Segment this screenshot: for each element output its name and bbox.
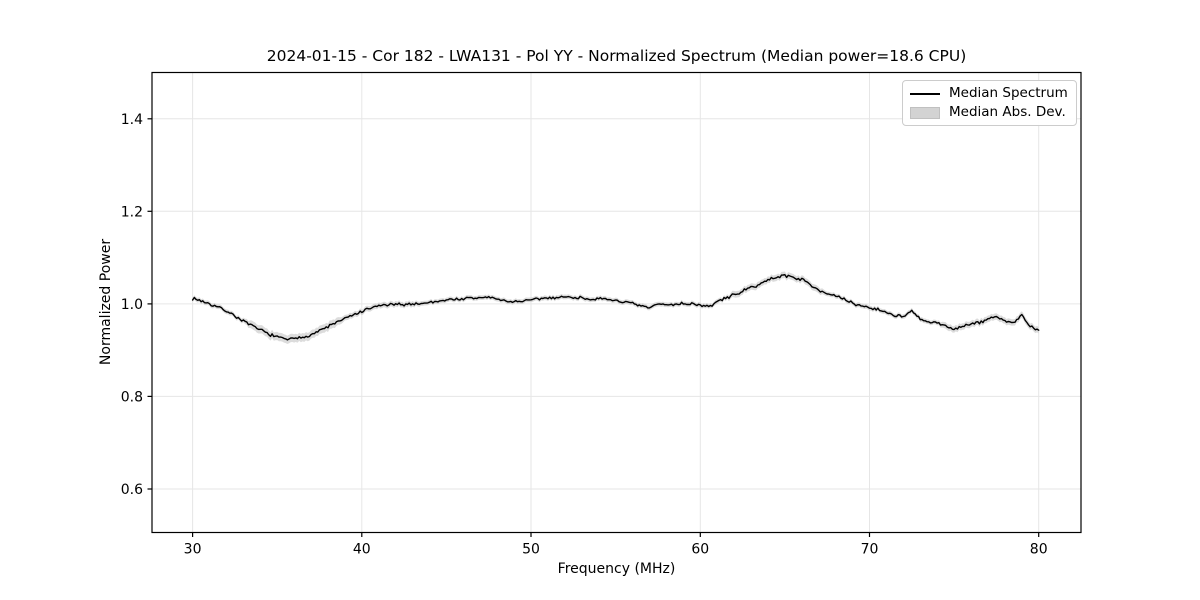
x-axis-label: Frequency (MHz) — [557, 561, 676, 577]
x-tick-label: 70 — [861, 542, 879, 558]
y-tick-label: 1.0 — [121, 297, 143, 313]
legend-item-median-abs-dev: Median Abs. Dev. — [910, 104, 1069, 121]
axes-spines — [151, 71, 1082, 534]
legend-item-median-spectrum: Median Spectrum — [910, 85, 1069, 102]
y-tick-label: 1.4 — [121, 112, 143, 128]
chart-title: 2024-01-15 - Cor 182 - LWA131 - Pol YY -… — [266, 47, 967, 65]
x-tick-label: 40 — [353, 542, 371, 558]
y-tick-label: 0.8 — [121, 389, 143, 405]
legend-label-median-spectrum: Median Spectrum — [949, 85, 1068, 101]
x-tick-label: 30 — [184, 542, 202, 558]
median-spectrum-line — [191, 274, 1040, 341]
x-tick-label: 60 — [691, 542, 709, 558]
legend: Median Spectrum Median Abs. Dev. — [902, 80, 1077, 126]
median-abs-dev-band — [192, 271, 1039, 344]
y-tick-label: 0.6 — [121, 482, 143, 498]
x-tick-label: 50 — [522, 542, 540, 558]
median-abs-dev-patch-swatch-icon — [910, 106, 940, 119]
legend-label-median-abs-dev: Median Abs. Dev. — [949, 104, 1066, 120]
y-tick-label: 1.2 — [121, 204, 143, 220]
x-tick-label: 80 — [1030, 542, 1048, 558]
median-spectrum-line-swatch-icon — [910, 92, 940, 95]
